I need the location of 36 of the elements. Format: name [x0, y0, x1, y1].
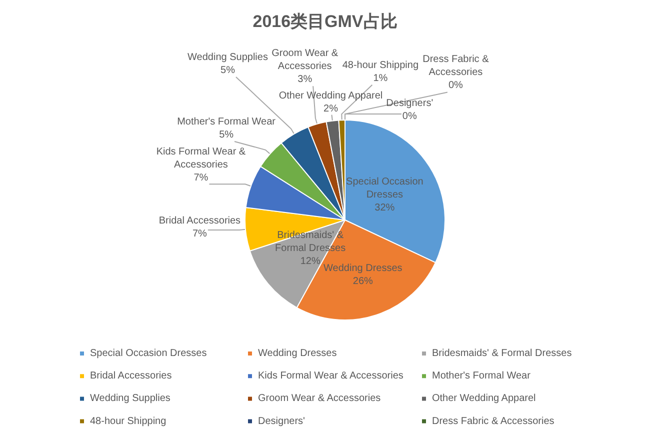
data-label: 5%	[219, 130, 234, 141]
legend-label: Groom Wear & Accessories	[258, 393, 381, 404]
legend-label: Mother's Formal Wear	[432, 370, 532, 382]
legend-label: Bridal Accessories	[90, 370, 172, 382]
data-label: 32%	[374, 202, 395, 214]
text: 0%	[448, 80, 463, 92]
data-label: 2%	[324, 103, 338, 114]
data-label: 5%	[220, 64, 236, 76]
data-label: 3%	[298, 74, 312, 86]
text: 0%	[402, 111, 417, 122]
legend-label: Special Occasion Dresses	[90, 348, 207, 359]
slice-label: Groom Wear & Accessories	[272, 48, 338, 72]
slice-label: Mother's Formal Wear	[177, 116, 276, 128]
legend-label: Designers'	[258, 416, 306, 427]
legend-label: Wedding Dresses	[258, 348, 337, 359]
slice-label: Wedding Supplies	[188, 52, 268, 63]
legend-label: Bridesmaids' & Formal Dresses	[432, 348, 572, 359]
legend-label: Other Wedding Apparel	[432, 393, 536, 404]
slice-label: Wedding Dresses	[324, 263, 402, 274]
slice-label: 48-hour Shipping	[342, 60, 419, 71]
legend-label: Dress Fabric & Accessories	[432, 416, 554, 427]
legend-label: Wedding Supplies	[90, 393, 170, 404]
slice-label: Kids Formal Wear & Accessories	[156, 146, 246, 171]
data-label: 26%	[352, 276, 374, 288]
slice-label: Other Wedding Apparel	[278, 90, 383, 102]
legend-label: 48-hour Shipping	[90, 416, 166, 427]
category-label: Designers'	[386, 98, 434, 110]
data-label: 7%	[194, 172, 208, 184]
category-label: Dress Fabric & Accessories	[422, 54, 489, 78]
legend-label: Kids Formal Wear & Accessories	[258, 370, 404, 382]
slice-label: Special Occasion Dresses	[346, 176, 424, 200]
chart-title: 2016类目GMV占比	[252, 12, 398, 31]
slice-label: Bridal Accessories	[158, 216, 241, 227]
data-label: 1%	[373, 72, 388, 84]
data-label: 12%	[300, 256, 320, 268]
data-label: 7%	[192, 228, 208, 240]
